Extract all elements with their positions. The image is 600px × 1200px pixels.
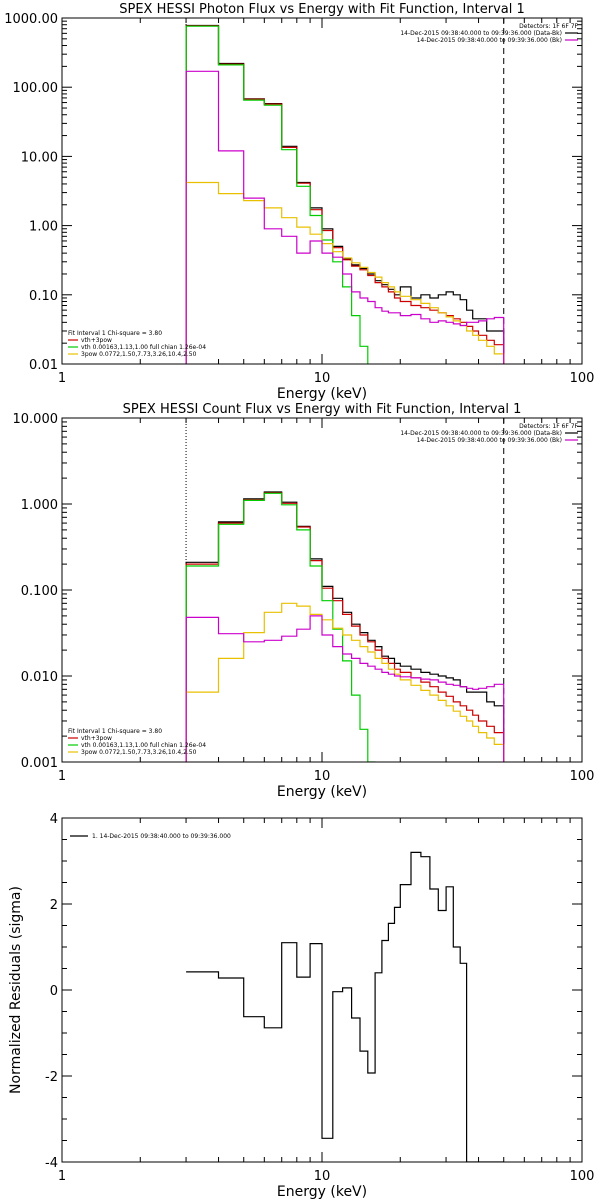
fit-legend-entry: 3pow 0.0772,1.50,7.73,3.26,10.4,2.50 xyxy=(81,351,197,358)
series-1-vth-3pow xyxy=(185,25,505,364)
series-1-vth-3pow xyxy=(185,492,505,762)
x-tick-label: 100 xyxy=(570,1169,595,1184)
fit-legend-entry: vth+3pow xyxy=(81,337,112,344)
chart-title: SPEX HESSI Count Flux vs Energy with Fit… xyxy=(123,402,522,417)
y-tick-label: 2 xyxy=(50,898,58,913)
plot-frame xyxy=(61,417,583,763)
x-tick-label: 10 xyxy=(314,1169,331,1184)
data-area xyxy=(185,491,505,762)
fit-legend-entry: vth+3pow xyxy=(81,735,112,742)
x-axis-label: Energy (keV) xyxy=(277,386,367,402)
legend-entry: 1. 14-Dec-2015 09:38:40.000 to 09:39:36.… xyxy=(92,833,231,840)
y-tick-label: 10.000 xyxy=(13,412,59,427)
x-tick-label: 100 xyxy=(570,769,595,784)
x-axis-label: Energy (keV) xyxy=(277,784,367,800)
y-tick-label: 1.000 xyxy=(21,498,58,513)
legend-entry: 14-Dec-2015 09:38:40.000 to 09:39:36.000… xyxy=(417,37,562,44)
series-2-vth-0-00163-1-13-1-00-full-chian-1-26e-04 xyxy=(185,25,369,364)
data-area xyxy=(186,851,504,1162)
legend-entry: 14-Dec-2015 09:38:40.000 to 09:39:36.000… xyxy=(417,437,562,444)
residuals-panel: 1 10 100 4 2 0 -2 -4 Energy (keV) Normalized Resi… xyxy=(8,812,594,1200)
fit-legend-header: Fit Interval 1 Chi-square = 3.80 xyxy=(68,728,162,735)
x-tick-label: 100 xyxy=(570,371,595,386)
y-tick-label: 100.00 xyxy=(13,81,59,96)
count-flux-panel: SPEX HESSI Count Flux vs Energy with Fit… xyxy=(13,402,595,800)
y-tick-label: 0.100 xyxy=(21,584,58,599)
y-tick-label: 0.10 xyxy=(29,289,58,304)
series-4-data xyxy=(185,70,505,364)
plot-frame xyxy=(61,17,583,365)
fit-legend-entry: vth 0.00163,1.13,1.00 full chian 1.26e-0… xyxy=(81,344,206,351)
x-tick-label: 1 xyxy=(58,1169,66,1184)
legend-entry: 14-Dec-2015 09:38:40.000 to 09:39:36.000… xyxy=(400,30,562,37)
plot-frame xyxy=(61,817,583,1163)
series-2-vth-0-00163-1-13-1-00-full-chian-1-26e-04 xyxy=(185,492,376,762)
y-tick-label: -2 xyxy=(45,1070,58,1085)
fit-legend-entry: 3pow 0.0772,1.50,7.73,3.26,10.4,2.50 xyxy=(81,749,197,756)
photon-flux-panel: SPEX HESSI Photon Flux vs Energy with Fi… xyxy=(4,2,594,402)
series-0-1-14-dec-2015-09-38-40-000-to-09-39-36-000 xyxy=(186,851,504,1162)
y-tick-label: 4 xyxy=(50,812,58,827)
x-tick-label: 1 xyxy=(58,371,66,386)
y-tick-label: -4 xyxy=(45,1156,58,1171)
chart-title: SPEX HESSI Photon Flux vs Energy with Fi… xyxy=(119,2,525,17)
y-tick-label: 0.01 xyxy=(29,358,58,373)
y-tick-label: 0.001 xyxy=(21,756,58,771)
series-3-3pow-0-0772-1-50-7-73-3-26-10-4-2-50 xyxy=(185,602,505,762)
data-area xyxy=(185,24,505,364)
legend-entry: Detectors: 1F 6F 7F xyxy=(519,23,578,30)
y-tick-label: 1000.00 xyxy=(4,12,58,27)
x-tick-label: 1 xyxy=(58,769,66,784)
y-tick-label: 1.00 xyxy=(29,220,58,235)
series-0-data xyxy=(185,491,505,762)
y-axis-label: Normalized Residuals (sigma) xyxy=(8,886,24,1094)
fit-legend-header: Fit Interval 1 Chi-square = 3.80 xyxy=(68,330,162,337)
series-3-3pow-0-0772-1-50-7-73-3-26-10-4-2-50 xyxy=(185,181,505,364)
x-tick-label: 10 xyxy=(314,769,331,784)
y-tick-label: 0.010 xyxy=(21,670,58,685)
y-tick-label: 10.00 xyxy=(21,150,58,165)
series-0-data xyxy=(185,24,505,364)
legend-entry: Detectors: 1F 6F 7F xyxy=(519,423,578,430)
y-tick-label: 0 xyxy=(50,984,58,999)
x-axis-label: Energy (keV) xyxy=(277,1184,367,1200)
fit-legend-entry: vth 0.00163,1.13,1.00 full chian 1.26e-0… xyxy=(81,742,206,749)
series-4-data xyxy=(185,615,505,762)
legend-entry: 14-Dec-2015 09:38:40.000 to 09:39:36.000… xyxy=(400,430,562,437)
x-tick-label: 10 xyxy=(314,371,331,386)
